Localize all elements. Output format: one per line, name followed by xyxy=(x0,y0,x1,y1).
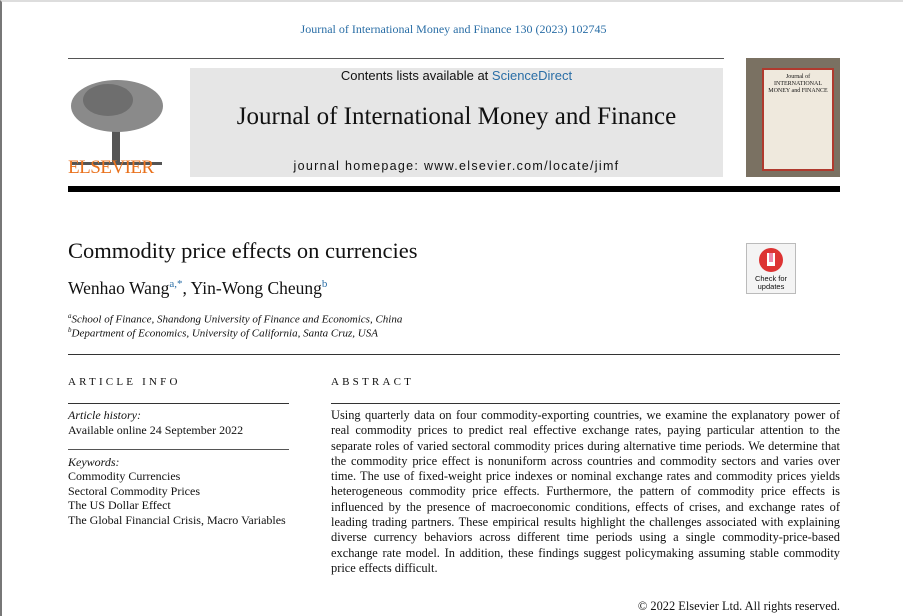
journal-banner: Contents lists available at ScienceDirec… xyxy=(190,68,723,177)
bookmark-icon xyxy=(759,248,783,272)
keywords-label: Keywords: xyxy=(68,455,120,469)
abstract-text: Using quarterly data on four commodity-e… xyxy=(331,408,840,575)
author-separator: , xyxy=(182,278,191,298)
divider xyxy=(68,354,840,355)
author-name[interactable]: Yin-Wong Cheung xyxy=(190,278,322,298)
divider xyxy=(68,449,289,450)
affiliation-text: School of Finance, Shandong University o… xyxy=(71,313,403,326)
affiliation: aSchool of Finance, Shandong University … xyxy=(68,312,402,326)
affiliation-mark: b xyxy=(68,326,72,334)
keywords-list: Commodity Currencies Sectoral Commodity … xyxy=(68,469,286,527)
history-label: Article history: xyxy=(68,408,141,422)
article-title: Commodity price effects on currencies xyxy=(68,238,418,263)
affiliation-mark: a xyxy=(68,312,72,320)
history-value: Available online 24 September 2022 xyxy=(68,423,244,437)
contents-line: Contents lists available at ScienceDirec… xyxy=(190,68,723,83)
article-info-heading: ARTICLE INFO xyxy=(68,376,181,388)
affiliation-text: Department of Economics, University of C… xyxy=(71,327,378,340)
divider xyxy=(68,58,724,59)
check-for-updates-badge[interactable]: Check for updates xyxy=(746,243,796,294)
contents-prefix: Contents lists available at xyxy=(340,68,492,83)
abstract-heading: ABSTRACT xyxy=(331,376,415,388)
keyword: The Global Financial Crisis, Macro Varia… xyxy=(68,512,286,527)
divider xyxy=(331,403,840,404)
divider xyxy=(68,403,289,404)
elsevier-tree-logo xyxy=(71,80,163,165)
citation[interactable]: Journal of International Money and Finan… xyxy=(300,22,607,36)
copyright: © 2022 Elsevier Ltd. All rights reserved… xyxy=(637,599,840,613)
author-sup[interactable]: a,* xyxy=(169,278,183,291)
affiliation: bDepartment of Economics, University of … xyxy=(68,326,378,340)
publisher-logo-text: ELSEVIER xyxy=(68,157,154,178)
keyword: Sectoral Commodity Prices xyxy=(68,483,200,498)
journal-title: Journal of International Money and Finan… xyxy=(236,103,677,130)
authors: Wenhao Wanga,*, Yin-Wong Cheungb xyxy=(68,278,327,299)
sciencedirect-link[interactable]: ScienceDirect xyxy=(491,68,573,83)
journal-cover: Journal of INTERNATIONAL MONEY and FINAN… xyxy=(746,58,840,177)
header-bar xyxy=(68,186,840,192)
author-name[interactable]: Wenhao Wang xyxy=(68,278,170,298)
badge-label: Check for updates xyxy=(754,274,788,291)
journal-homepage[interactable]: journal homepage: www.elsevier.com/locat… xyxy=(293,159,620,173)
cover-text: Journal of INTERNATIONAL MONEY and FINAN… xyxy=(762,68,834,171)
keyword: The US Dollar Effect xyxy=(68,498,171,512)
author-sup[interactable]: b xyxy=(321,278,328,291)
keyword: Commodity Currencies xyxy=(68,469,181,483)
